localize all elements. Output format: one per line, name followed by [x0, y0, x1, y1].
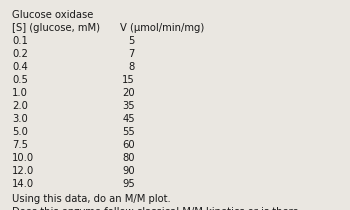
Text: V (μmol/min/mg): V (μmol/min/mg): [120, 23, 204, 33]
Text: Using this data, do an M/M plot.: Using this data, do an M/M plot.: [12, 194, 171, 204]
Text: 20: 20: [122, 88, 135, 98]
Text: 0.5: 0.5: [12, 75, 28, 85]
Text: 14.0: 14.0: [12, 179, 34, 189]
Text: 80: 80: [122, 153, 135, 163]
Text: [S] (glucose, mM): [S] (glucose, mM): [12, 23, 100, 33]
Text: 0.2: 0.2: [12, 49, 28, 59]
Text: 3.0: 3.0: [12, 114, 28, 124]
Text: 15: 15: [122, 75, 135, 85]
Text: 10.0: 10.0: [12, 153, 34, 163]
Text: Glucose oxidase: Glucose oxidase: [12, 10, 93, 20]
Text: 55: 55: [122, 127, 135, 137]
Text: Does this enzyme follow classical M/M kinetics or is there: Does this enzyme follow classical M/M ki…: [12, 207, 299, 210]
Text: 60: 60: [122, 140, 135, 150]
Text: 45: 45: [122, 114, 135, 124]
Text: 8: 8: [129, 62, 135, 72]
Text: 0.4: 0.4: [12, 62, 28, 72]
Text: 12.0: 12.0: [12, 166, 34, 176]
Text: 1.0: 1.0: [12, 88, 28, 98]
Text: 5.0: 5.0: [12, 127, 28, 137]
Text: 5: 5: [129, 36, 135, 46]
Text: 0.1: 0.1: [12, 36, 28, 46]
Text: 2.0: 2.0: [12, 101, 28, 111]
Text: 35: 35: [122, 101, 135, 111]
Text: 95: 95: [122, 179, 135, 189]
Text: 90: 90: [122, 166, 135, 176]
Text: 7.5: 7.5: [12, 140, 28, 150]
Text: 7: 7: [129, 49, 135, 59]
